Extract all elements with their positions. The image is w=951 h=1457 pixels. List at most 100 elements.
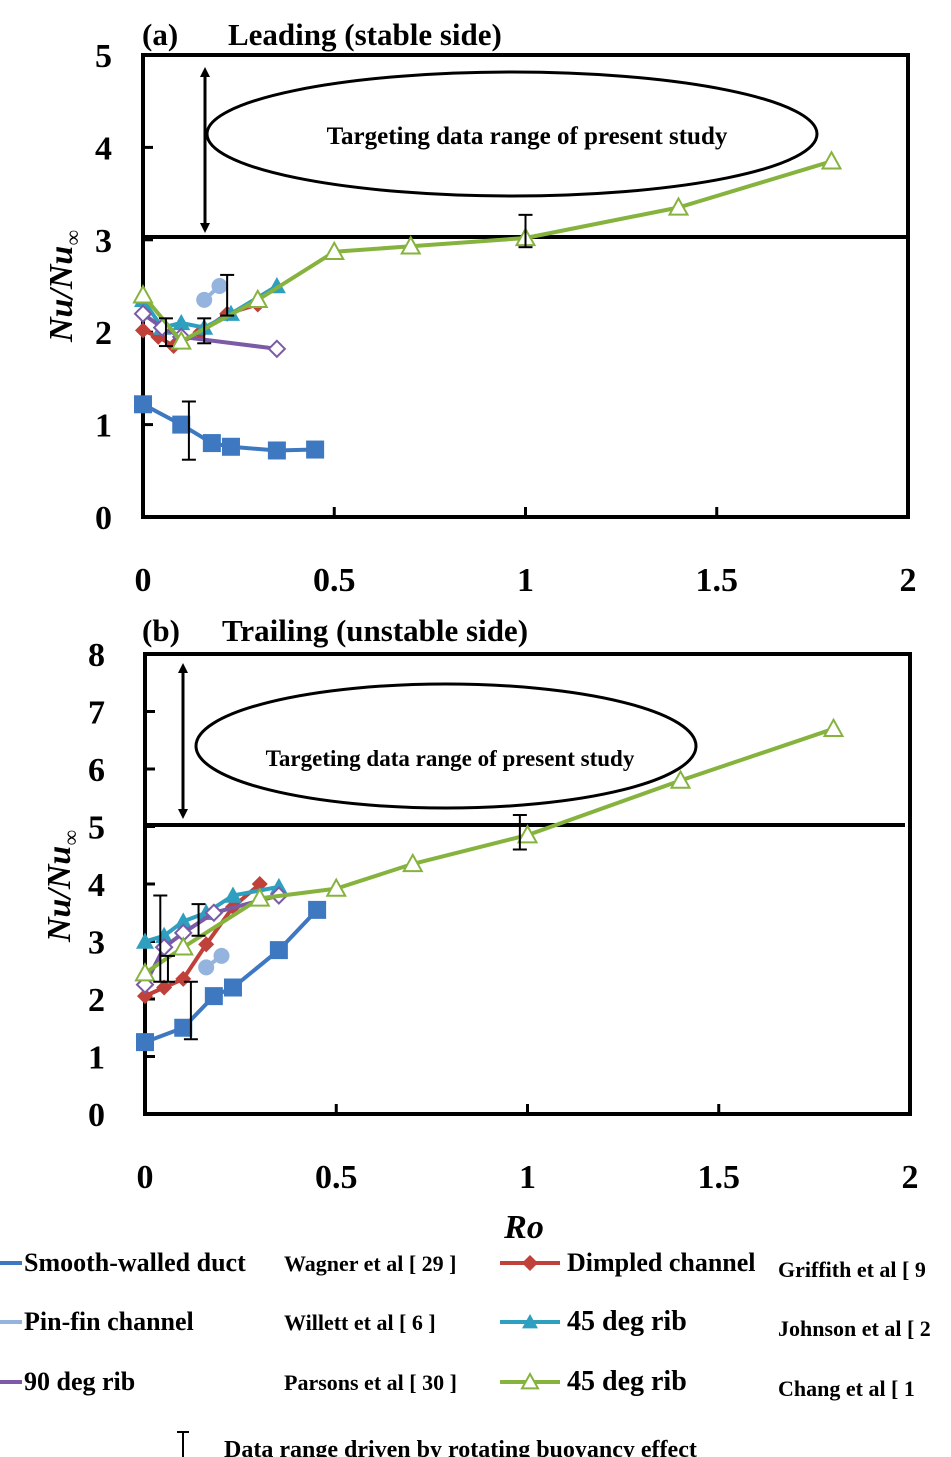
panel-a-point-rib45j — [172, 313, 191, 331]
panel-a-x-tick-label: 0 — [135, 562, 152, 599]
legend-author-rib45c: Chang et al [ 1 — [778, 1376, 915, 1401]
panel-a-point-rib90 — [133, 304, 153, 324]
panel-b-point-smooth — [308, 900, 327, 919]
panel-b-point-dimpled — [198, 936, 215, 953]
legend-author-pinfin: Willett et al [ 6 ] — [284, 1310, 436, 1335]
panel-a-y-axis-label: Nu/Nu∞ — [43, 230, 85, 343]
legend-item-rib45j: 45 deg rib Johnson et al [ 2 — [500, 1306, 931, 1341]
panel-a-point-pinfin — [196, 291, 213, 308]
panel-b-point-smooth — [269, 941, 288, 960]
panel-b-point-rib45j — [136, 932, 154, 949]
panel-b-y-axis-label-sub: ∞ — [58, 830, 83, 846]
panel-b-point-rib45j — [269, 877, 288, 895]
panel-a-y-ticks: 0 1 2 3 4 5 — [95, 38, 153, 537]
panel-b-x-tick-label: 0 — [137, 1159, 154, 1196]
panel-a-point-rib45c — [132, 284, 154, 304]
panel-b-x-tick-label: 2 — [902, 1159, 919, 1196]
panel-a-y-tick-label: 5 — [95, 38, 112, 75]
panel-b-point-rib45c — [325, 877, 347, 897]
panel-b-title: Trailing (unstable side) — [222, 613, 528, 648]
errorbar-note: Data range driven by rotating buoyancy e… — [177, 1431, 697, 1457]
panel-b-point-rib45c — [249, 887, 271, 907]
legend-item-dimpled: Dimpled channel Griffith et al [ 9 — [500, 1248, 926, 1282]
panel-b-annotation-text: Targeting data range of present study — [266, 746, 635, 771]
panel-b-point-pinfin — [198, 959, 215, 976]
legend-marker-rib45c — [520, 1371, 540, 1390]
panel-b-point-rib45c — [402, 852, 424, 873]
panel-b-y-ticks: 0 1 2 3 4 5 6 7 8 — [88, 637, 155, 1134]
panel-b-x-axis-label: Ro — [503, 1209, 544, 1246]
panel-a-y-axis-label-main: Nu/Nu — [43, 246, 80, 343]
panel-a-annotation-text: Targeting data range of present study — [327, 123, 728, 150]
panel-a-point-smooth — [172, 415, 191, 434]
panel-a-x-ticks: 0 0.5 1 1.5 2 — [135, 507, 917, 599]
panel-a-point-smooth — [202, 434, 221, 453]
panel-b-x-tick-label: 1 — [519, 1159, 536, 1196]
panel-b-point-pinfin — [213, 947, 230, 964]
panel-b-y-tick-label: 8 — [88, 637, 105, 674]
panel-a-point-smooth — [267, 441, 286, 460]
panel-a-x-tick-label: 0.5 — [313, 562, 356, 599]
panel-a-point-rib45c — [820, 150, 843, 170]
panel-b-point-rib45c — [669, 769, 692, 789]
panel-b-x-tick-label: 0.5 — [315, 1159, 358, 1196]
panel-a-point-rib45c — [170, 330, 192, 350]
panel-b-y-tick-label: 7 — [88, 695, 105, 732]
panel-b-series — [134, 717, 845, 1052]
panel-b-point-smooth — [204, 987, 223, 1006]
legend-author-rib90: Parsons et al [ 30 ] — [284, 1370, 457, 1395]
legend-item-smooth: Smooth-walled duct Wagner et al [ 29 ] — [0, 1248, 457, 1277]
panel-a-point-rib45c — [247, 288, 269, 309]
legend-marker-dimpled — [522, 1255, 538, 1271]
panel-a-x-tick-label: 1.5 — [696, 562, 739, 599]
panel-b-point-smooth — [136, 1033, 154, 1052]
panel-a-y-tick-label: 3 — [95, 223, 112, 260]
panel-b-error-bars — [153, 814, 527, 1041]
panel-b-point-rib45c — [822, 717, 845, 737]
panel-b-y-axis-label: Nu/Nu∞ — [41, 830, 83, 943]
panel-b-series-line-rib45c — [143, 726, 835, 975]
panel-b-y-tick-label: 2 — [88, 982, 105, 1019]
panel-b-y-tick-label: 3 — [88, 925, 105, 962]
panel-b-point-dimpled — [137, 988, 153, 1005]
panel-b-point-rib90 — [204, 903, 224, 923]
panel-a-y-tick-label: 2 — [95, 315, 112, 352]
panel-b-point-rib45c — [172, 936, 194, 956]
panel-a-point-pinfin — [211, 278, 228, 294]
panel-b-point-rib45j — [174, 912, 193, 929]
panel-a-point-dimpled — [135, 322, 151, 339]
panel-a-y-tick-label: 1 — [95, 408, 112, 445]
panel-a-y-tick-label: 0 — [95, 500, 112, 537]
panel-b: (b) Trailing (unstable side) 0 1 2 3 4 5 6 7 8 0… — [41, 613, 919, 1246]
panel-a-x-tick-label: 1 — [517, 562, 534, 599]
panel-b-annotation-ellipse — [194, 682, 698, 810]
legend-item-rib45c: 45 deg rib Chang et al [ 1 — [500, 1366, 915, 1401]
panel-b-y-tick-label: 6 — [88, 752, 105, 789]
legend-label-smooth: Smooth-walled duct — [24, 1248, 246, 1277]
panel-b-point-rib45j — [223, 886, 242, 903]
panel-b-point-smooth — [174, 1018, 193, 1037]
panel-a-series-line-rib45c — [141, 159, 833, 344]
panel-a-title: Leading (stable side) — [228, 17, 502, 52]
panel-b-y-axis-label-main: Nu/Nu — [41, 846, 78, 943]
legend: Smooth-walled duct Wagner et al [ 29 ] Dim… — [0, 1248, 931, 1401]
errorbar-note-text: Data range driven by rotating buoyancy e… — [224, 1437, 697, 1457]
legend-item-pinfin: Pin-fin channel Willett et al [ 6 ] — [0, 1307, 436, 1336]
legend-item-rib90: 90 deg rib Parsons et al [ 30 ] — [0, 1367, 457, 1396]
panel-b-y-tick-label: 5 — [88, 810, 105, 847]
panel-a-series — [132, 150, 843, 460]
legend-author-rib45j: Johnson et al [ 2 — [778, 1316, 931, 1341]
panel-a-point-rib45c — [667, 196, 690, 216]
legend-label-dimpled: Dimpled channel — [567, 1248, 756, 1277]
panel-a-point-rib45c — [323, 240, 345, 261]
panel-a-y-tick-label: 4 — [95, 130, 112, 167]
panel-a-point-smooth — [134, 395, 152, 414]
legend-author-dimpled: Griffith et al [ 9 — [778, 1257, 926, 1282]
legend-label-rib90: 90 deg rib — [24, 1367, 135, 1396]
panel-b-point-dimpled — [175, 970, 192, 987]
panel-b-y-tick-label: 1 — [88, 1040, 105, 1077]
legend-label-rib45j: 45 deg rib — [567, 1306, 687, 1337]
panel-b-point-dimpled — [156, 979, 173, 996]
panel-a-point-smooth — [221, 437, 240, 456]
